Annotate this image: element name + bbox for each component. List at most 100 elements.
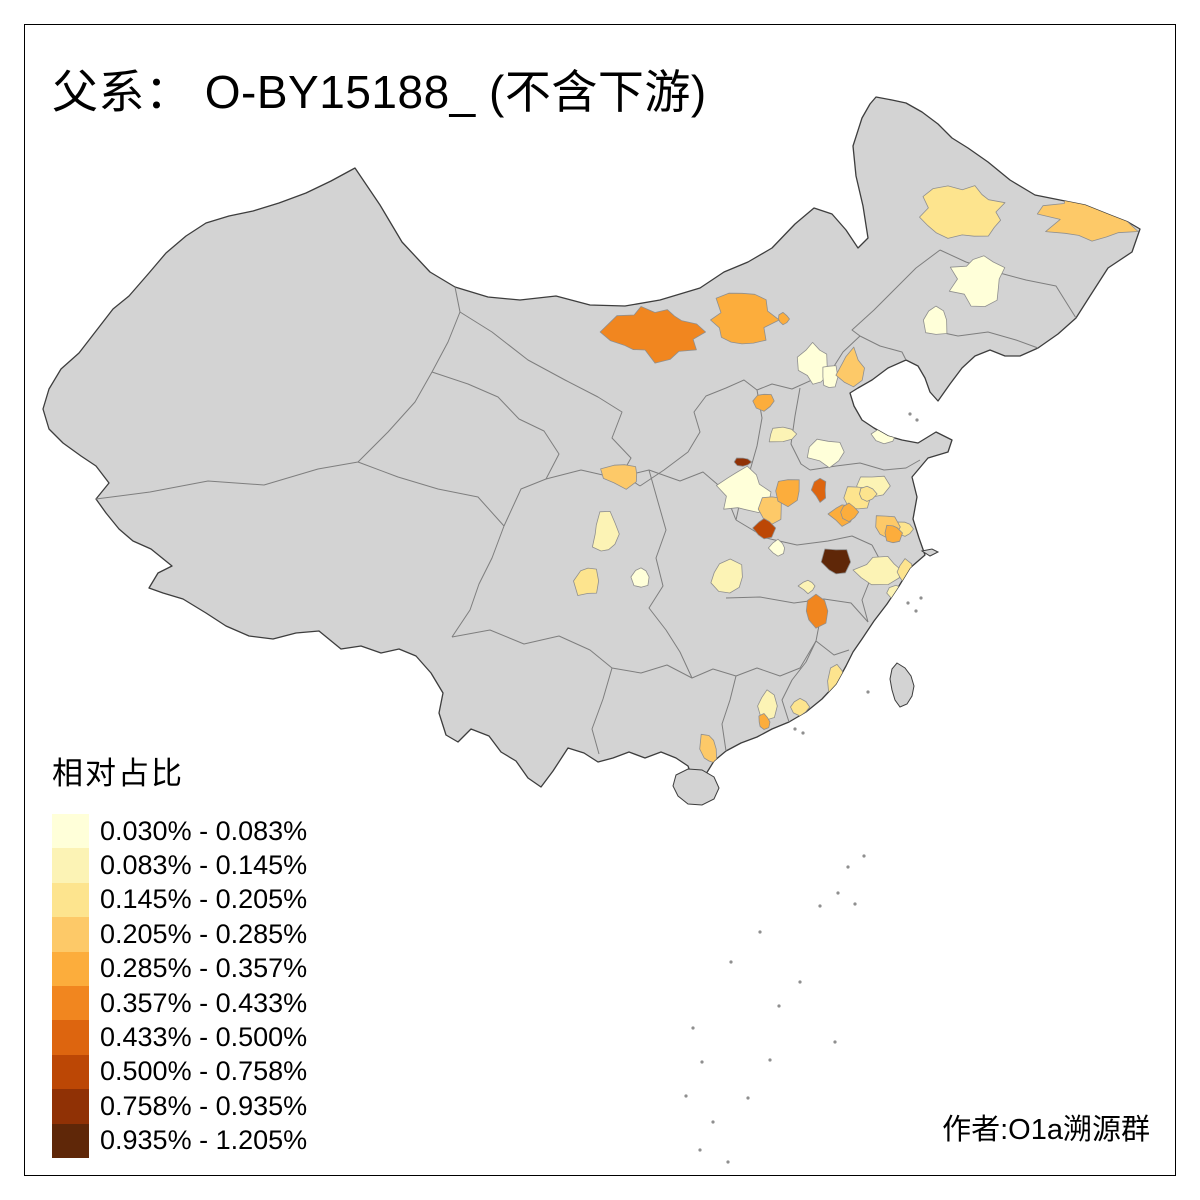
legend-label: 0.935% - 1.205% xyxy=(100,1125,308,1156)
map-region-hunan-northwest xyxy=(710,558,743,594)
province-border xyxy=(431,371,560,527)
islet-dot xyxy=(711,1120,715,1124)
province-border xyxy=(859,335,907,361)
islet-dot xyxy=(866,690,870,694)
map-region-hebei-north-dot xyxy=(778,311,790,326)
map-region-henan-north xyxy=(775,479,800,508)
mainland xyxy=(42,96,1141,800)
island-chongming xyxy=(920,548,940,557)
map-region-hebei-south xyxy=(806,438,845,469)
map-region-henan-east xyxy=(810,477,827,503)
map-region-guangdong-central xyxy=(757,689,778,721)
province-border xyxy=(611,640,850,679)
islet-dot xyxy=(853,902,857,906)
legend-row: 0.205% - 0.285% xyxy=(52,917,307,952)
map-region-sichuan-south xyxy=(573,567,599,596)
legend-label: 0.433% - 0.500% xyxy=(100,1022,308,1053)
legend-label: 0.758% - 0.935% xyxy=(100,1090,308,1121)
map-region-jiangsu-south-central xyxy=(884,524,903,544)
legend-row: 0.285% - 0.357% xyxy=(52,951,308,986)
legend: 相对占比 0.030% - 0.083% 0.083% - 0.145% 0.145… xyxy=(52,748,307,1158)
legend-swatch xyxy=(52,951,89,986)
legend-swatch xyxy=(52,882,89,918)
map-region-hubei-south xyxy=(797,579,816,595)
legend-row: 0.145% - 0.205% xyxy=(52,882,308,918)
islet-dot xyxy=(746,1096,750,1100)
legend-row: 0.357% - 0.433% xyxy=(52,985,307,1021)
islet-dot xyxy=(908,412,912,416)
map-region-guangdong-south xyxy=(758,713,771,730)
map-region-gansu-southeast xyxy=(600,464,638,490)
island-taiwan xyxy=(889,662,915,708)
plot-border xyxy=(24,24,1176,1176)
legend-row: 0.030% - 0.083% xyxy=(52,814,308,849)
islet-dot xyxy=(801,731,805,735)
map-title: 父系： O-BY15188_ (不含下游) xyxy=(52,66,707,118)
province-border xyxy=(591,667,613,755)
islet-dot xyxy=(758,930,762,934)
map-region-jiangsu-south xyxy=(852,556,902,586)
province-border xyxy=(721,675,737,752)
legend-label: 0.285% - 0.357% xyxy=(100,953,308,984)
legend-row: 0.758% - 0.935% xyxy=(52,1089,308,1124)
author-credit: 作者:O1a溯源群 xyxy=(942,1114,1150,1146)
map-region-shaanxi-north xyxy=(752,393,775,412)
legend-swatch xyxy=(52,917,89,952)
islet-dot xyxy=(919,596,923,600)
legend-label: 0.145% - 0.205% xyxy=(100,884,308,915)
legend-row: 0.433% - 0.500% xyxy=(52,1020,308,1055)
legend-swatch xyxy=(52,985,89,1021)
legend-row: 0.935% - 1.205% xyxy=(52,1123,308,1158)
map-region-inner-mongolia-west xyxy=(599,306,706,364)
map-region-shaanxi-central xyxy=(716,465,772,513)
province-border xyxy=(781,640,817,723)
map-region-heilongjiang-west xyxy=(919,185,1006,239)
legend-swatch xyxy=(52,1123,89,1158)
map-region-hubei-east xyxy=(820,548,851,575)
map-region-shanxi-west xyxy=(768,426,798,443)
legend-swatch xyxy=(52,1089,89,1124)
province-border xyxy=(809,459,921,471)
legend-row: 0.500% - 0.758% xyxy=(52,1054,307,1090)
legend-label: 0.083% - 0.145% xyxy=(100,850,308,881)
islet-dot xyxy=(777,1004,781,1008)
legend-label: 0.030% - 0.083% xyxy=(100,815,308,846)
islet-dot xyxy=(684,1094,688,1098)
map-region-shanxi-south-sliver xyxy=(733,457,753,467)
province-border xyxy=(939,249,1077,319)
province-border xyxy=(357,461,505,527)
map-region-inner-mongolia-central xyxy=(710,292,780,345)
islet-dot xyxy=(691,1026,695,1030)
map-region-beijing xyxy=(796,341,829,385)
map-region-guangdong-east xyxy=(790,698,811,717)
map-region-hunan-northeast xyxy=(805,593,829,629)
province-border xyxy=(851,249,941,337)
islet-dot xyxy=(798,980,802,984)
map-region-chongqing-west xyxy=(630,567,650,588)
legend-swatch xyxy=(52,848,89,883)
islet-dot xyxy=(729,960,733,964)
island-hainan xyxy=(672,768,720,806)
islet-dot xyxy=(698,1148,702,1152)
legend-row: 0.083% - 0.145% xyxy=(52,848,308,883)
islet-dot xyxy=(862,854,866,858)
map-region-jiangsu-central xyxy=(840,502,860,523)
region-layer xyxy=(573,183,1140,765)
islet-dot xyxy=(793,727,797,731)
map-region-heilongjiang-east xyxy=(1036,183,1140,242)
islet-dot xyxy=(726,1160,730,1164)
islet-dot xyxy=(768,1058,772,1062)
islet-dot xyxy=(846,865,850,869)
legend-swatch xyxy=(52,814,89,849)
province-border xyxy=(451,525,505,638)
map-region-liaoning-central xyxy=(923,305,948,335)
islet-dot xyxy=(818,904,822,908)
province-border xyxy=(929,329,1039,349)
province-border xyxy=(451,629,613,669)
islet-dot xyxy=(700,1060,704,1064)
province-border xyxy=(648,469,693,679)
legend-title: 相对占比 xyxy=(52,756,184,791)
map-region-hubei-central-west xyxy=(768,538,785,557)
